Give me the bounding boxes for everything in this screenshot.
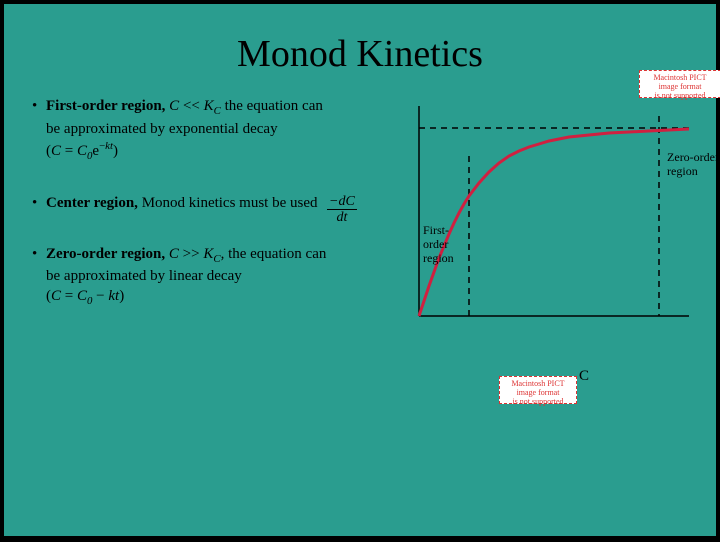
bullet-marker: • [32,193,46,213]
bullet-text: First-order region, C << KC the equation… [46,96,327,163]
bullet-item: • Zero-order region, C >> KC, the equati… [32,244,327,309]
bullet-marker: • [32,244,46,309]
zero-order-label: Zero-orderregion [667,151,719,179]
bullets-column: • First-order region, C << KC the equati… [32,96,327,456]
bullet-body: Monod kinetics must be used [138,195,318,211]
monod-chart [369,96,689,356]
bullet-item: • Center region, Monod kinetics must be … [32,193,327,213]
bullet-item: • First-order region, C << KC the equati… [32,96,327,163]
y-label-numerator: −dC [327,194,357,210]
slide-title: Monod Kinetics [4,4,716,76]
chart-column: −dC dt First-orderregion Zero-orderregio… [327,96,697,456]
bullet-lead: First-order region, [46,98,165,114]
content-row: • First-order region, C << KC the equati… [4,76,716,456]
bullet-text: Center region, Monod kinetics must be us… [46,193,327,213]
y-label-denominator: dt [327,210,357,225]
bullet-lead: Zero-order region, [46,246,165,262]
pict-placeholder-icon: Macintosh PICTimage formatis not support… [639,70,720,98]
pict-placeholder-icon: Macintosh PICTimage formatis not support… [499,376,577,404]
bullet-text: Zero-order region, C >> KC, the equation… [46,244,327,309]
y-axis-label: −dC dt [327,194,357,226]
first-order-label: First-orderregion [423,224,454,265]
bullet-marker: • [32,96,46,163]
x-axis-label: C [579,368,589,385]
slide: Monod Kinetics • First-order region, C <… [2,2,718,538]
bullet-lead: Center region, [46,195,138,211]
